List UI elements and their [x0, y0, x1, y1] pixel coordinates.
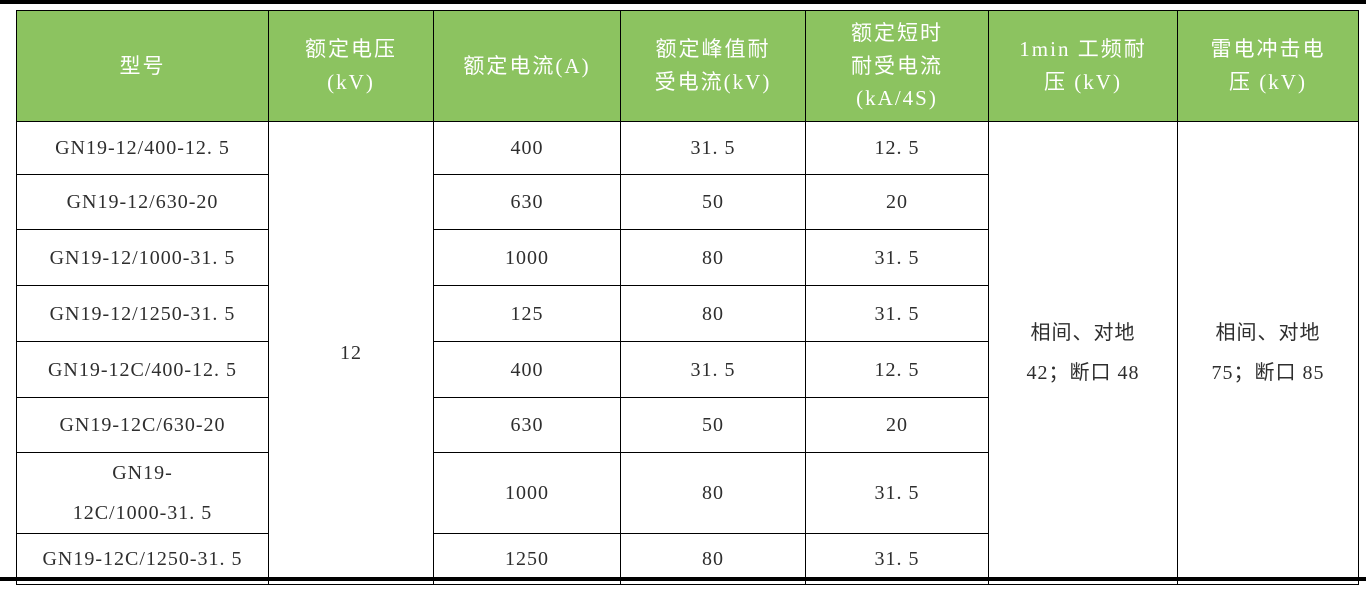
cell-short: 20: [805, 174, 989, 230]
cell-current: 400: [433, 341, 621, 398]
header-row: 型号 额定电压 (kV) 额定电流(A) 额定峰值耐 受电流(kV) 额定短时 …: [16, 10, 1359, 122]
col-header-rated-voltage: 额定电压 (kV): [268, 10, 434, 122]
cell-model: GN19-12/400-12. 5: [16, 121, 269, 175]
col-header-lightning-impulse: 雷电冲击电 压 (kV): [1177, 10, 1359, 122]
col-header-model: 型号: [16, 10, 269, 122]
cell-short: 12. 5: [805, 341, 989, 398]
cell-model: GN19-12C/630-20: [16, 397, 269, 453]
cell-short: 12. 5: [805, 121, 989, 175]
cell-peak: 50: [620, 397, 806, 453]
table-row: GN19-12C/400-12. 5 400 31. 5 12. 5: [16, 341, 1359, 398]
cell-current: 400: [433, 121, 621, 175]
cell-current: 1000: [433, 452, 621, 534]
cell-rated-voltage-merged: 12: [268, 121, 434, 585]
cell-peak: 80: [620, 285, 806, 342]
cell-peak: 80: [620, 229, 806, 286]
top-rule: [0, 0, 1366, 4]
cell-peak: 31. 5: [620, 121, 806, 175]
bottom-rule: [0, 577, 1366, 581]
cell-peak: 50: [620, 174, 806, 230]
cell-current: 1250: [433, 533, 621, 585]
cell-current: 125: [433, 285, 621, 342]
table-row: GN19-12C/630-20 630 50 20: [16, 397, 1359, 453]
col-header-rated-current: 额定电流(A): [433, 10, 621, 122]
cell-lightning-merged: 相间、对地 75；断口 85: [1177, 121, 1359, 585]
col-header-short-time-withstand: 额定短时 耐受电流 (kA/4S): [805, 10, 989, 122]
cell-model: GN19-12/1000-31. 5: [16, 229, 269, 286]
table-row: GN19-12/630-20 630 50 20: [16, 174, 1359, 230]
spec-table: 型号 额定电压 (kV) 额定电流(A) 额定峰值耐 受电流(kV) 额定短时 …: [16, 10, 1359, 585]
cell-current: 630: [433, 397, 621, 453]
cell-model: GN19-12C/400-12. 5: [16, 341, 269, 398]
cell-peak: 31. 5: [620, 341, 806, 398]
table-row: GN19-12/1000-31. 5 1000 80 31. 5: [16, 229, 1359, 286]
col-header-peak-withstand: 额定峰值耐 受电流(kV): [620, 10, 806, 122]
cell-power-freq-merged: 相间、对地 42；断口 48: [988, 121, 1178, 585]
table-row: GN19-12/400-12. 5 12 400 31. 5 12. 5 相间、…: [16, 121, 1359, 585]
cell-model: GN19- 12C/1000-31. 5: [16, 452, 269, 534]
cell-peak: 80: [620, 452, 806, 534]
cell-short: 31. 5: [805, 533, 989, 585]
cell-current: 1000: [433, 229, 621, 286]
cell-model: GN19-12/630-20: [16, 174, 269, 230]
cell-model: GN19-12/1250-31. 5: [16, 285, 269, 342]
cell-current: 630: [433, 174, 621, 230]
cell-short: 31. 5: [805, 285, 989, 342]
col-header-power-freq-withstand: 1min 工频耐 压 (kV): [988, 10, 1178, 122]
cell-short: 20: [805, 397, 989, 453]
table-row: GN19-12/1250-31. 5 125 80 31. 5: [16, 285, 1359, 342]
cell-short: 31. 5: [805, 229, 989, 286]
cell-short: 31. 5: [805, 452, 989, 534]
table-row: GN19-12C/1250-31. 5 1250 80 31. 5: [16, 533, 1359, 585]
cell-model: GN19-12C/1250-31. 5: [16, 533, 269, 585]
